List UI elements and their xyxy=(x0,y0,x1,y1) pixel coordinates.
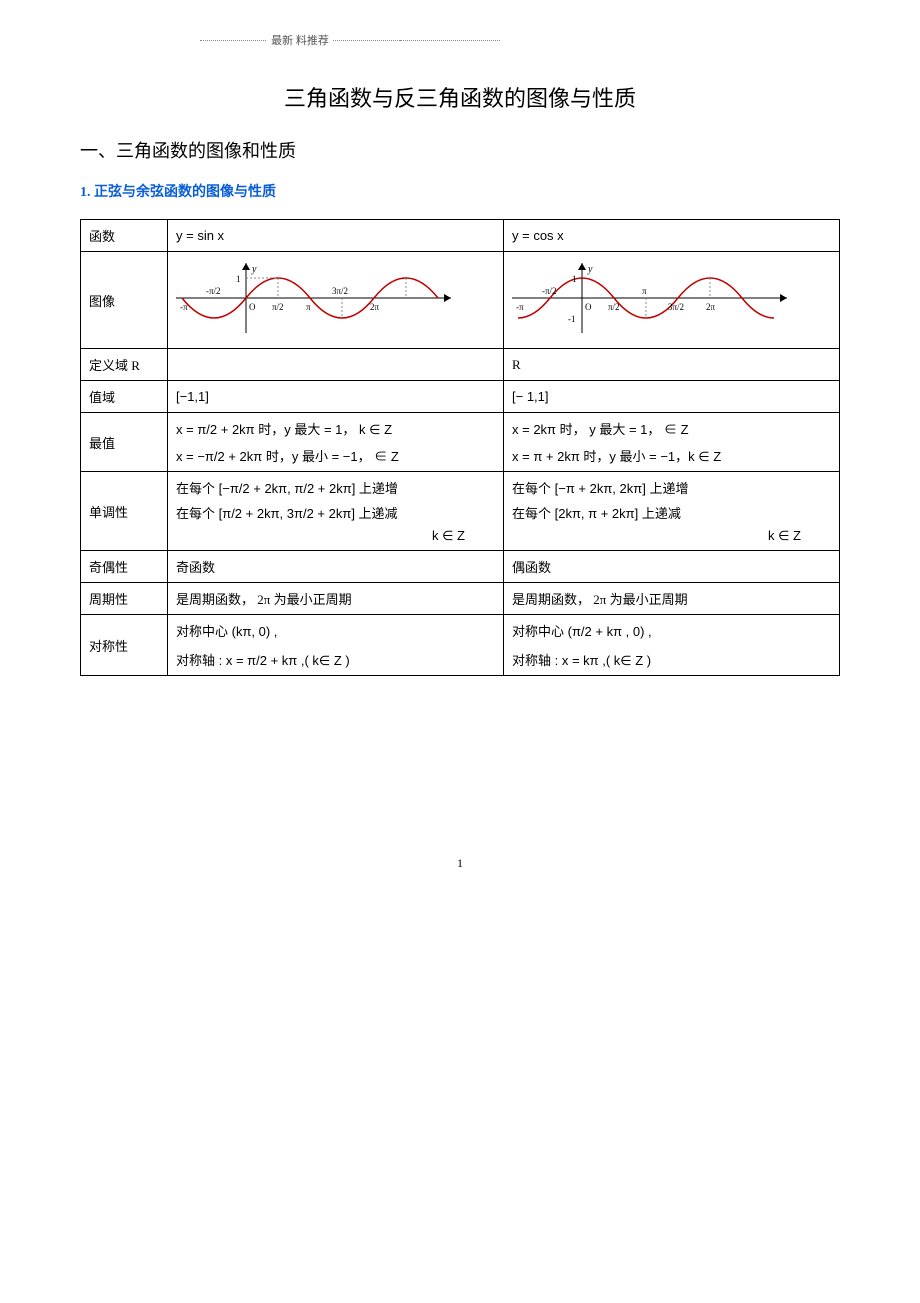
mono-sin-l1: 在每个 [−π/2 + 2kπ, π/2 + 2kπ] 上递增 xyxy=(176,478,495,497)
sin-graph-cell: -π -π/2 O π/2 π 3π/2 2π y 1 xyxy=(168,252,504,349)
extreme-sin-l2: x = −π/2 + 2kπ 时，y 最小 = −1， ∈ Z xyxy=(176,446,495,465)
row-label-fn: 函数 xyxy=(81,220,168,252)
svg-text:y: y xyxy=(587,264,593,275)
col-cos-header: y = cos x xyxy=(504,220,840,252)
subheading-1-text: 1. 正弦与余弦函数的图像与性质 xyxy=(80,185,276,200)
mono-cos: 在每个 [−π + 2kπ, 2kπ] 上递增 在每个 [2kπ, π + 2k… xyxy=(504,472,840,551)
mono-sin-l2: 在每个 [π/2 + 2kπ, 3π/2 + 2kπ] 上递减 xyxy=(176,503,495,522)
cos-graph-cell: -π -π/2 O π/2 π 3π/2 2π y 1 -1 xyxy=(504,252,840,349)
svg-text:2π: 2π xyxy=(370,302,380,312)
svg-text:3π/2: 3π/2 xyxy=(668,302,684,312)
row-label-period: 周期性 xyxy=(81,583,168,615)
row-label-graph: 图像 xyxy=(81,252,168,349)
table-row: 对称性 对称中心 (kπ, 0) , 对称轴 : x = π/2 + kπ ,(… xyxy=(81,615,840,676)
parity-cos: 偶函数 xyxy=(504,551,840,583)
domain-sin xyxy=(168,349,504,381)
subheading-1: 1. 正弦与余弦函数的图像与性质 xyxy=(80,181,840,201)
row-label-symmetry: 对称性 xyxy=(81,615,168,676)
table-row: 最值 x = π/2 + 2kπ 时，y 最大 = 1， k ∈ Z x = −… xyxy=(81,413,840,472)
sin-fn: y = sin x xyxy=(176,228,224,243)
mono-sin-l3: k ∈ Z xyxy=(176,528,495,544)
trig-table: 函数 y = sin x y = cos x 图像 -π -π/2 O xyxy=(80,219,840,676)
mono-sin: 在每个 [−π/2 + 2kπ, π/2 + 2kπ] 上递增 在每个 [π/2… xyxy=(168,472,504,551)
cos-fn: y = cos x xyxy=(512,228,564,243)
extreme-cos: x = 2kπ 时， y 最大 = 1， ∈ Z x = π + 2kπ 时，y… xyxy=(504,413,840,472)
svg-text:O: O xyxy=(585,302,592,312)
symmetry-cos: 对称中心 (π/2 + kπ , 0) , 对称轴 : x = kπ ,( k∈… xyxy=(504,615,840,676)
svg-text:-π: -π xyxy=(516,302,524,312)
table-row: 定义域 R R xyxy=(81,349,840,381)
row-label-extreme: 最值 xyxy=(81,413,168,472)
range-sin: [−1,1] xyxy=(168,381,504,413)
table-row: 函数 y = sin x y = cos x xyxy=(81,220,840,252)
page-title: 三角函数与反三角函数的图像与性质 xyxy=(80,81,840,113)
svg-text:π/2: π/2 xyxy=(272,302,284,312)
symmetry-sin: 对称中心 (kπ, 0) , 对称轴 : x = π/2 + kπ ,( k∈ … xyxy=(168,615,504,676)
svg-text:π/2: π/2 xyxy=(608,302,620,312)
row-label-parity: 奇偶性 xyxy=(81,551,168,583)
table-row: 周期性 是周期函数， 2π 为最小正周期 是周期函数， 2π 为最小正周期 xyxy=(81,583,840,615)
period-cos: 是周期函数， 2π 为最小正周期 xyxy=(504,583,840,615)
section-heading-1: 一、三角函数的图像和性质 xyxy=(80,137,840,163)
mono-cos-l2: 在每个 [2kπ, π + 2kπ] 上递减 xyxy=(512,503,831,522)
table-row: 奇偶性 奇函数 偶函数 xyxy=(81,551,840,583)
row-label-range: 值域 xyxy=(81,381,168,413)
svg-text:-π/2: -π/2 xyxy=(206,286,221,296)
svg-text:-π/2: -π/2 xyxy=(542,286,557,296)
row-label-domain: 定义域 R xyxy=(81,349,168,381)
symmetry-sin-l1: 对称中心 (kπ, 0) , xyxy=(176,621,495,640)
extreme-sin: x = π/2 + 2kπ 时，y 最大 = 1， k ∈ Z x = −π/2… xyxy=(168,413,504,472)
table-row: 图像 -π -π/2 O π/2 π 3π/2 xyxy=(81,252,840,349)
table-row: 单调性 在每个 [−π/2 + 2kπ, π/2 + 2kπ] 上递增 在每个 … xyxy=(81,472,840,551)
page-number: 1 xyxy=(80,856,840,871)
period-sin: 是周期函数， 2π 为最小正周期 xyxy=(168,583,504,615)
header-dash-label: 最新 料推荐 xyxy=(267,32,333,48)
domain-cos: R xyxy=(504,349,840,381)
parity-sin: 奇函数 xyxy=(168,551,504,583)
symmetry-cos-l1: 对称中心 (π/2 + kπ , 0) , xyxy=(512,621,831,640)
symmetry-cos-l2: 对称轴 : x = kπ ,( k∈ Z ) xyxy=(512,650,831,669)
col-sin-header: y = sin x xyxy=(168,220,504,252)
table-row: 值域 [−1,1] [− 1,1] xyxy=(81,381,840,413)
range-cos: [− 1,1] xyxy=(504,381,840,413)
range-sin-val: [−1,1] xyxy=(176,389,209,404)
svg-text:3π/2: 3π/2 xyxy=(332,286,348,296)
header-dash-right xyxy=(400,40,500,41)
extreme-cos-l2: x = π + 2kπ 时，y 最小 = −1，k ∈ Z xyxy=(512,446,831,465)
svg-text:π: π xyxy=(642,286,647,296)
svg-text:O: O xyxy=(249,302,256,312)
svg-text:π: π xyxy=(306,302,311,312)
range-cos-val: [− 1,1] xyxy=(512,389,549,404)
extreme-sin-l1: x = π/2 + 2kπ 时，y 最大 = 1， k ∈ Z xyxy=(176,419,495,438)
svg-text:-π: -π xyxy=(180,302,188,312)
extreme-cos-l1: x = 2kπ 时， y 最大 = 1， ∈ Z xyxy=(512,419,831,438)
mono-cos-l3: k ∈ Z xyxy=(512,528,831,544)
cos-graph-svg: -π -π/2 O π/2 π 3π/2 2π y 1 -1 xyxy=(512,258,792,338)
symmetry-sin-l2: 对称轴 : x = π/2 + kπ ,( k∈ Z ) xyxy=(176,650,495,669)
sin-graph-svg: -π -π/2 O π/2 π 3π/2 2π y 1 xyxy=(176,258,456,338)
svg-text:y: y xyxy=(251,264,257,275)
svg-text:-1: -1 xyxy=(568,314,576,324)
svg-text:1: 1 xyxy=(236,274,241,284)
header-dash-line: 最新 料推荐 xyxy=(200,40,400,41)
svg-text:2π: 2π xyxy=(706,302,716,312)
svg-text:1: 1 xyxy=(572,274,577,284)
row-label-mono: 单调性 xyxy=(81,472,168,551)
mono-cos-l1: 在每个 [−π + 2kπ, 2kπ] 上递增 xyxy=(512,478,831,497)
